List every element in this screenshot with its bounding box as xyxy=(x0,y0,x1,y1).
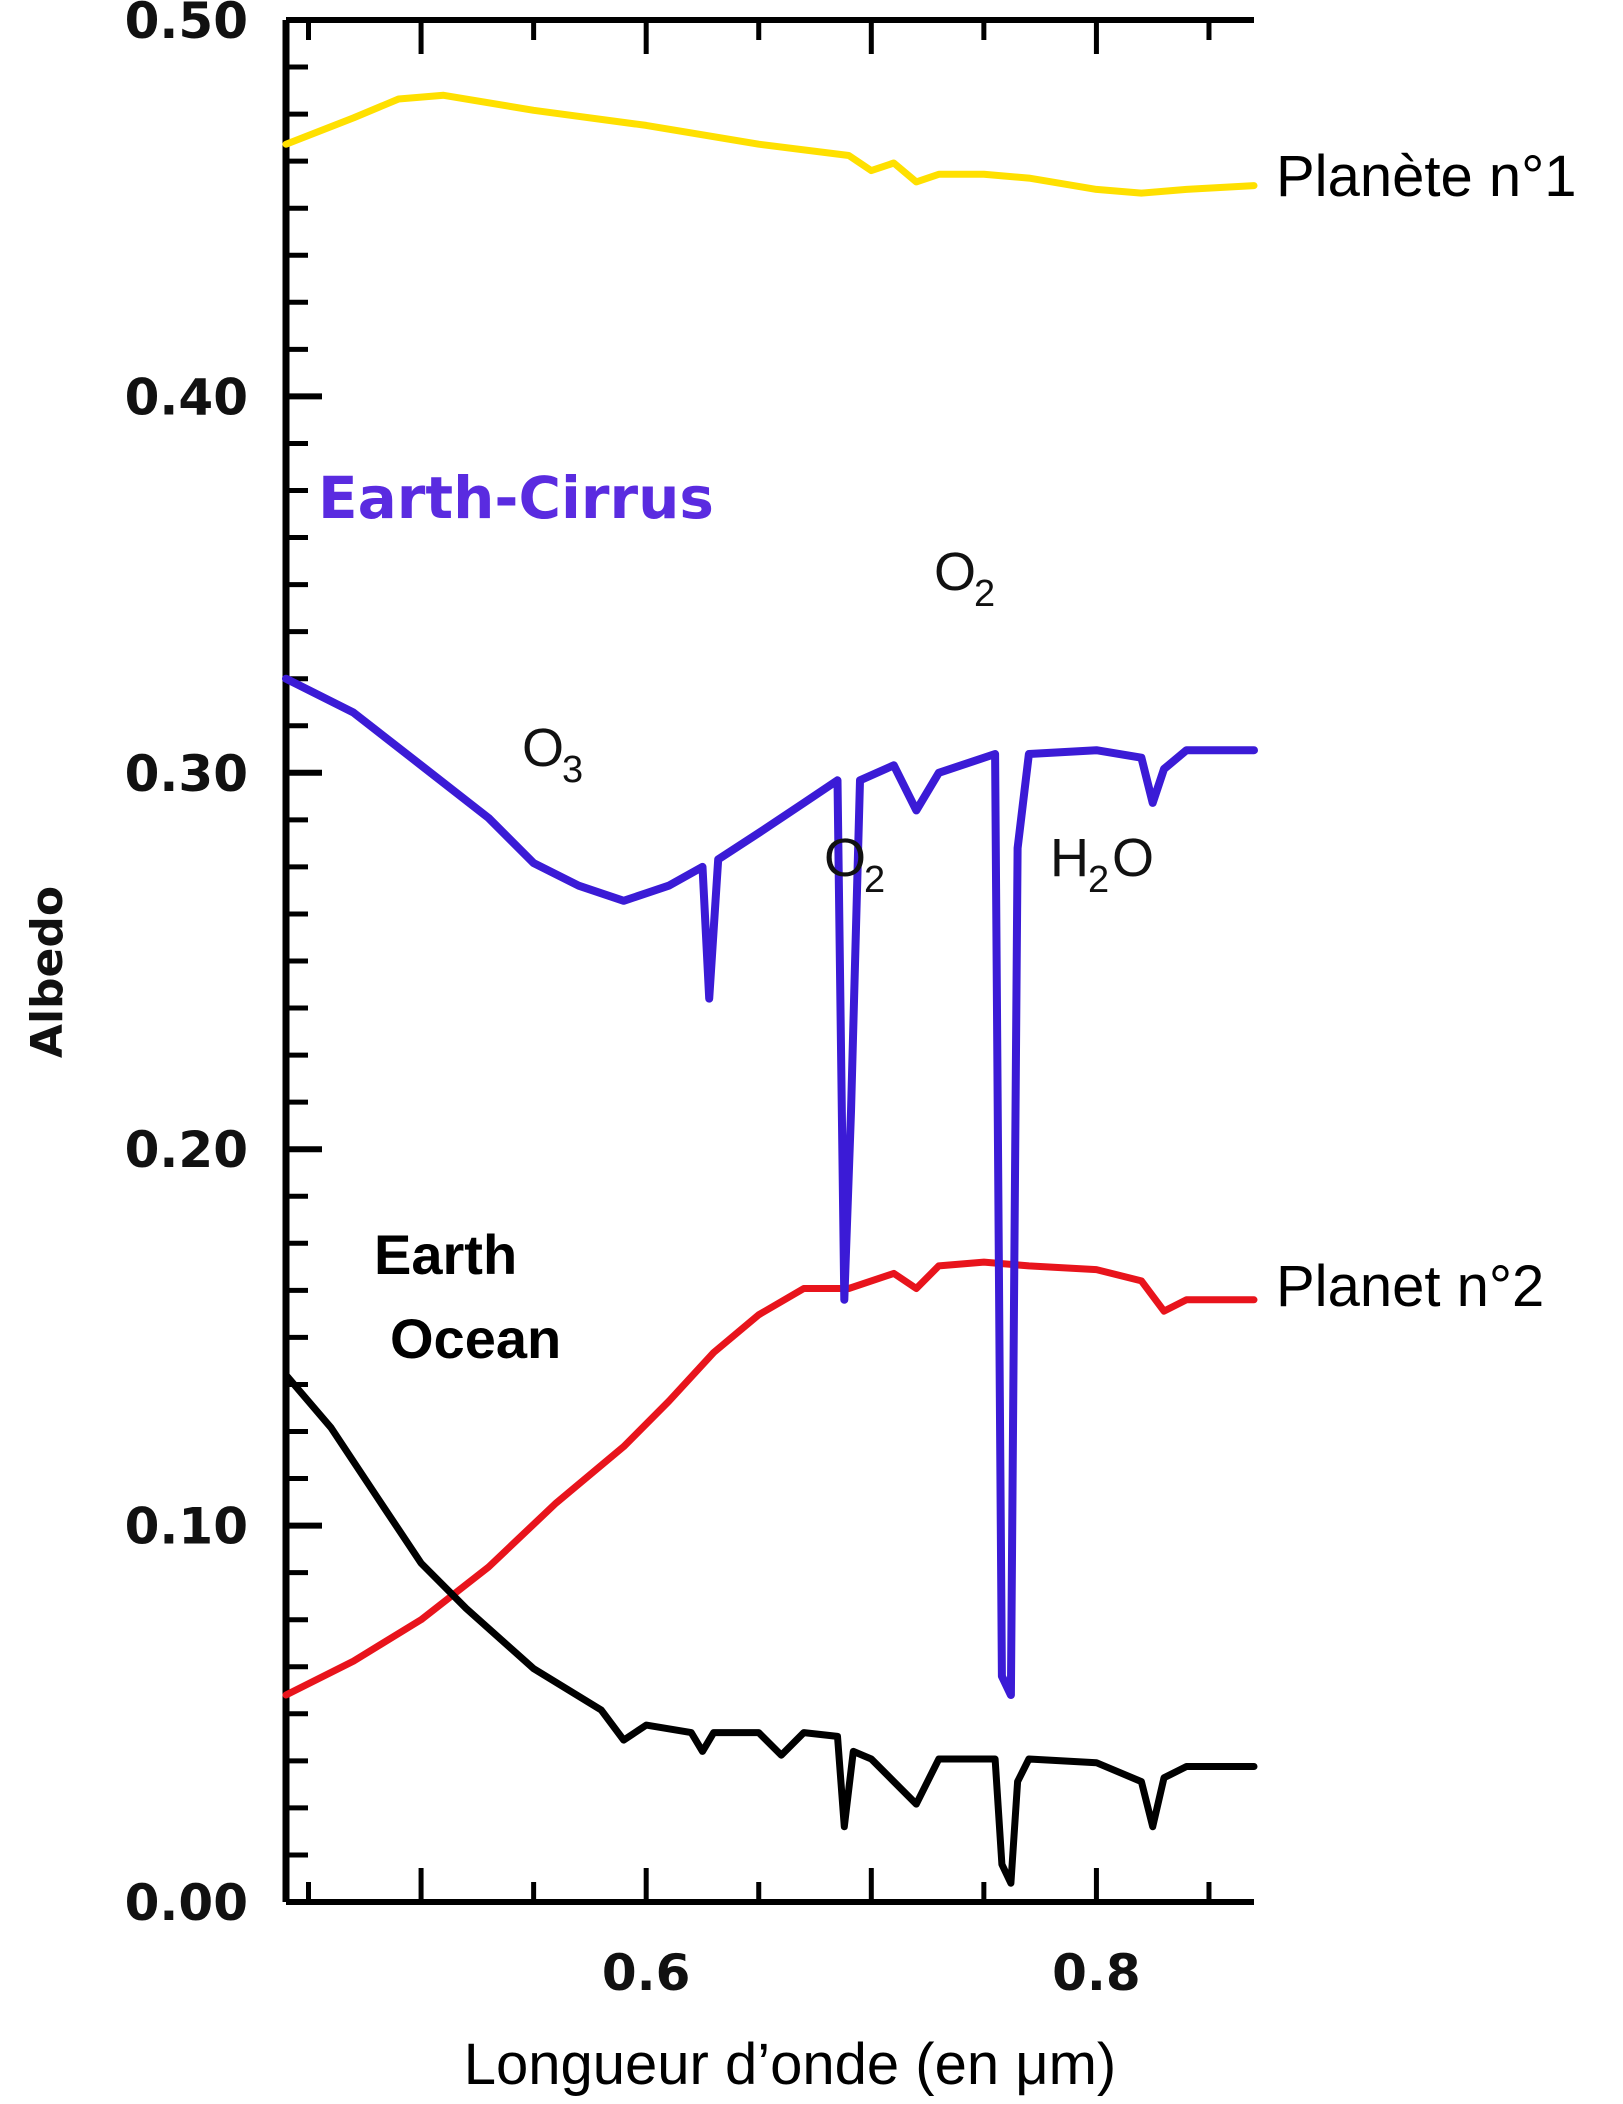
axes: 0.00 0.10 0.20 0.30 0.40 0.50 0.6 0.8 xyxy=(125,0,1254,2002)
y-tick-label: 0.00 xyxy=(125,1874,248,1932)
annotation-h2o-o: O xyxy=(1112,828,1154,888)
annotation-o2-upper-base: O xyxy=(934,542,976,602)
y-tick-label: 0.40 xyxy=(125,368,248,426)
series-label-planet-2: Planet n°2 xyxy=(1276,1254,1544,1319)
annotation-o2-lower: O 2 xyxy=(824,828,885,901)
annotation-earth: Earth xyxy=(374,1223,517,1286)
annotation-o3-sub: 3 xyxy=(562,749,583,791)
y-tick-label: 0.50 xyxy=(125,0,248,50)
series-line-plan-te-n-1 xyxy=(282,91,1258,197)
x-axis-title: Longueur d’onde (en μm) xyxy=(464,2032,1117,2097)
y-axis-title: Albedo xyxy=(22,886,73,1058)
x-tick-label: 0.8 xyxy=(1052,1944,1141,2002)
annotation-earth-cirrus: Earth-Cirrus xyxy=(318,464,714,532)
annotation-o3-base: O xyxy=(522,718,564,778)
annotation-o2-upper: O 2 xyxy=(934,542,995,615)
y-tick-label: 0.20 xyxy=(125,1121,248,1179)
annotation-o2-upper-sub: 2 xyxy=(974,573,995,615)
series-layer xyxy=(282,91,1258,1887)
annotation-o2-lower-base: O xyxy=(824,828,866,888)
annotation-ocean: Ocean xyxy=(390,1307,561,1370)
series-line-planet-n-2 xyxy=(282,1258,1258,1699)
annotation-h2o: H 2 O xyxy=(1050,828,1154,901)
series-line-earth-ocean xyxy=(282,1371,1258,1887)
x-tick-label: 0.6 xyxy=(602,1944,691,2002)
annotation-o3: O 3 xyxy=(522,718,583,791)
annotation-h2o-sub: 2 xyxy=(1088,859,1109,901)
series-line-earth-cirrus xyxy=(282,674,1258,1699)
y-tick-label: 0.30 xyxy=(125,745,248,803)
series-label-planete-1: Planète n°1 xyxy=(1276,144,1577,209)
annotation-h2o-h: H xyxy=(1050,828,1089,888)
y-tick-label: 0.10 xyxy=(125,1498,248,1556)
annotation-o2-lower-sub: 2 xyxy=(864,859,885,901)
